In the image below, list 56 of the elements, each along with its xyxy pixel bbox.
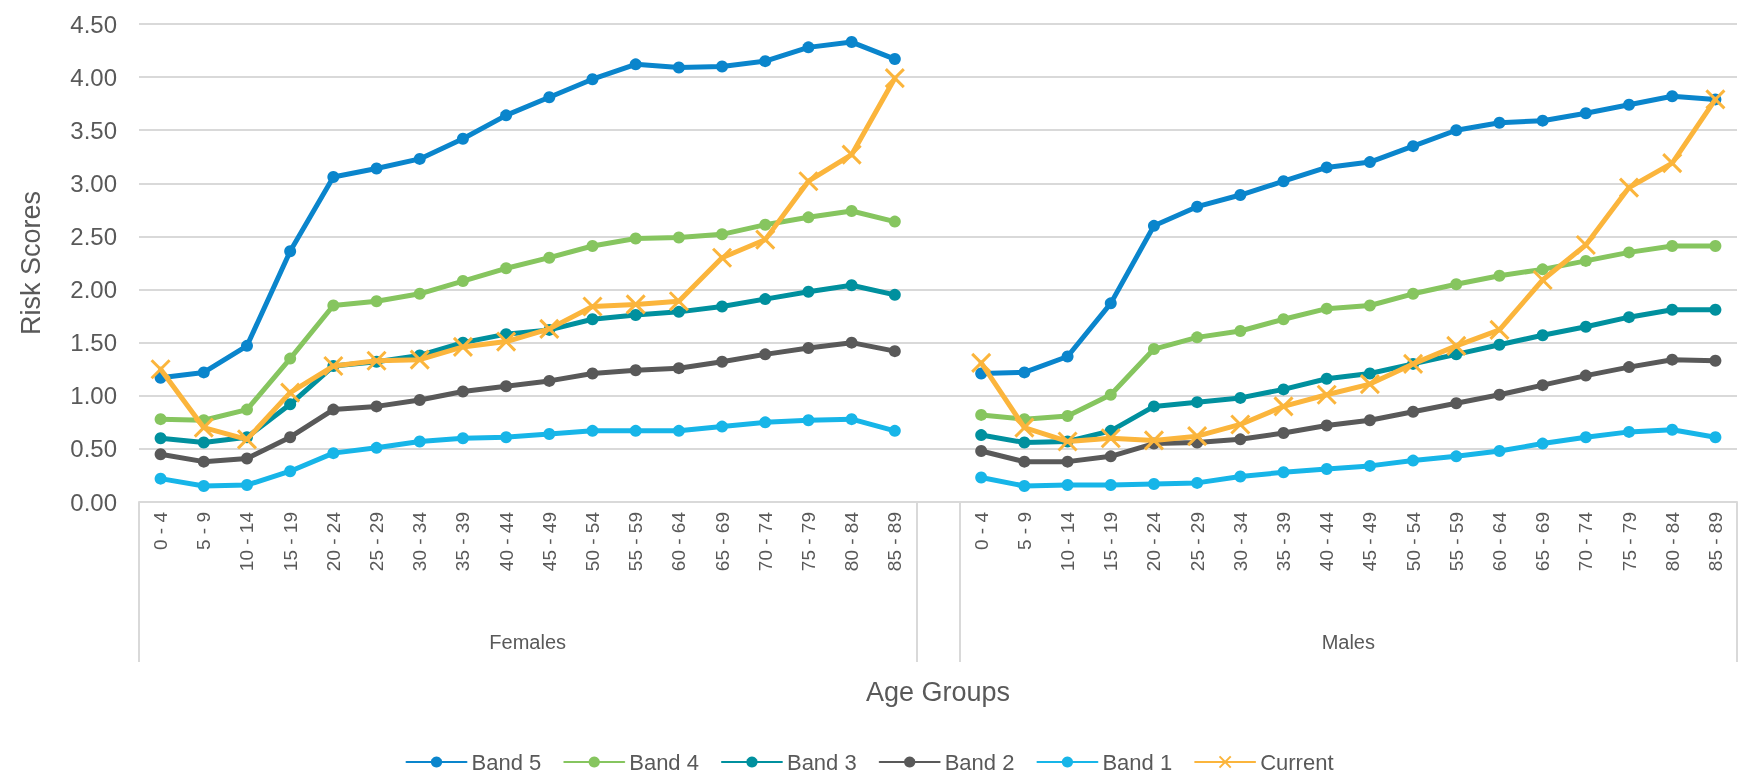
x-axis-title: Age Groups xyxy=(865,676,1011,707)
x-tick-label: 65 - 69 xyxy=(1532,512,1554,572)
x-tick-label: 10 - 14 xyxy=(236,511,258,572)
text: Females xyxy=(489,631,567,653)
x-tick-label: 15 - 19 xyxy=(1100,512,1122,572)
x-tick-label: 45 - 49 xyxy=(1359,512,1381,572)
y-tick-label: 1.00 xyxy=(70,382,117,410)
x-tick-label: 70 - 74 xyxy=(1575,511,1597,572)
x-tick-label: 80 - 84 xyxy=(1661,511,1683,572)
y-tick-label: 4.50 xyxy=(70,10,117,38)
legend-label: Current xyxy=(1260,749,1334,775)
x-tick-label: 10 - 14 xyxy=(1057,511,1079,572)
x-tick-label: 30 - 34 xyxy=(409,511,431,572)
x-tick-label: 75 - 79 xyxy=(797,512,819,572)
x-tick-label: 5 - 9 xyxy=(193,512,215,551)
x-tick-label: 45 - 49 xyxy=(538,512,560,572)
x-tick-label: 35 - 39 xyxy=(1273,512,1295,572)
x-tick-label: 85 - 89 xyxy=(1704,512,1726,572)
legend-label: Band 4 xyxy=(629,749,699,775)
x-tick-label: 0 - 4 xyxy=(150,511,172,551)
x-tick-label: 20 - 24 xyxy=(1143,511,1165,572)
x-tick-label: 40 - 44 xyxy=(495,511,517,572)
y-tick-label: 2.50 xyxy=(70,222,117,250)
y-tick-label: 2.00 xyxy=(70,276,117,304)
x-tick-label: 65 - 69 xyxy=(711,512,733,572)
legend-label: Band 1 xyxy=(1102,749,1173,775)
text: Males xyxy=(1321,631,1375,653)
x-tick-label: 35 - 39 xyxy=(452,512,474,572)
x-tick-label: 55 - 59 xyxy=(625,512,647,572)
x-tick-label: 80 - 84 xyxy=(841,511,863,572)
legend-label: Band 5 xyxy=(471,749,542,775)
x-tick-label: 70 - 74 xyxy=(754,511,776,572)
legend-label: Band 3 xyxy=(786,749,857,775)
y-tick-label: 0.50 xyxy=(70,435,117,463)
legend-label: Band 2 xyxy=(944,749,1015,775)
x-tick-label: 75 - 79 xyxy=(1618,512,1640,572)
x-tick-label: 15 - 19 xyxy=(279,512,301,572)
y-tick-label: 4.00 xyxy=(70,63,117,91)
x-tick-label: 25 - 29 xyxy=(366,512,388,572)
x-tick-label: 0 - 4 xyxy=(970,511,992,551)
y-axis-title: Risk Scores xyxy=(15,190,46,336)
x-tick-label: 30 - 34 xyxy=(1229,511,1251,572)
y-tick-label: 3.00 xyxy=(70,169,117,197)
x-tick-label: 50 - 54 xyxy=(581,511,603,572)
y-tick-label: 3.50 xyxy=(70,116,117,144)
x-tick-label: 20 - 24 xyxy=(322,511,344,572)
x-tick-label: 25 - 29 xyxy=(1186,512,1208,572)
x-tick-label: 50 - 54 xyxy=(1402,511,1424,572)
x-tick-label: 5 - 9 xyxy=(1013,512,1035,551)
y-tick-label: 1.50 xyxy=(70,329,117,357)
x-tick-label: 60 - 64 xyxy=(668,511,690,572)
x-tick-label: 55 - 59 xyxy=(1445,512,1467,572)
y-tick-label: 0.00 xyxy=(70,488,117,516)
x-tick-label: 85 - 89 xyxy=(884,512,906,572)
x-tick-label: 60 - 64 xyxy=(1488,511,1510,572)
x-tick-label: 40 - 44 xyxy=(1316,511,1338,572)
